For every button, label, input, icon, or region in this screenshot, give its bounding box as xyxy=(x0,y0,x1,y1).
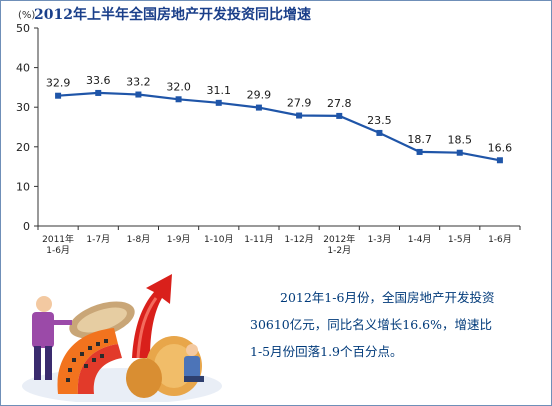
x-tick-label: 1-7月 xyxy=(86,234,110,245)
series-line-path xyxy=(58,91,501,162)
x-tick-label: 1-11月 xyxy=(244,234,273,245)
line-chart: 0 10 20 30 40 50 2011年 1-6月 1-7月 1-8月 1-9月 1-10月 1-… xyxy=(16,10,521,256)
x-tick-label: 1-9月 xyxy=(167,234,191,245)
y-tick-label: 40 xyxy=(16,62,30,75)
data-point xyxy=(336,112,343,119)
x-tick-label: 1-10月 xyxy=(204,234,233,245)
data-point xyxy=(456,149,463,156)
data-label: 18.5 xyxy=(448,134,473,147)
property-investment-illustration xyxy=(22,274,222,402)
data-point xyxy=(135,91,142,98)
data-label: 23.5 xyxy=(367,114,392,127)
data-point xyxy=(296,112,303,119)
data-label: 16.6 xyxy=(488,141,513,154)
x-axis-ticks: 2011年 1-6月 1-7月 1-8月 1-9月 1-10月 1-11月 1-12月 2012… xyxy=(37,226,521,256)
chart-axes xyxy=(37,28,520,227)
x-tick-label: 1-5月 xyxy=(448,234,472,245)
data-label: 33.2 xyxy=(126,76,151,89)
x-tick-label: 1-3月 xyxy=(368,234,392,245)
data-label: 18.7 xyxy=(407,133,432,146)
y-axis-ticks: 0 10 20 30 40 50 xyxy=(16,22,38,233)
x-tick-label: 1-6月 xyxy=(488,234,512,245)
data-label: 33.6 xyxy=(86,74,111,87)
data-point xyxy=(175,96,182,103)
x-tick-label: 2012年 1-2月 xyxy=(323,233,355,256)
data-label: 32.0 xyxy=(166,80,191,93)
data-point xyxy=(95,89,102,96)
summary-line-3: 1-5月份回落1.9个百分点。 xyxy=(250,344,403,359)
data-point xyxy=(376,129,383,136)
data-point xyxy=(496,157,503,164)
summary-line-1: 2012年1-6月份，全国房地产开发投资 xyxy=(280,290,495,305)
data-label: 27.8 xyxy=(327,97,352,110)
data-label: 27.9 xyxy=(287,97,312,110)
x-tick-label: 1-8月 xyxy=(127,234,151,245)
x-tick-label: 1-4月 xyxy=(408,234,432,245)
x-tick-label: 1-12月 xyxy=(284,234,313,245)
chart-title: 2012年上半年全国房地产开发投资同比增速 xyxy=(34,7,311,23)
y-tick-label: 10 xyxy=(16,180,30,193)
y-axis-label: (%) xyxy=(18,10,35,21)
y-tick-label: 30 xyxy=(16,101,30,114)
summary-line-2: 30610亿元，同比名义增长16.6%，增速比 xyxy=(250,317,492,332)
data-label: 29.9 xyxy=(247,89,272,102)
series-line xyxy=(58,91,501,162)
data-point xyxy=(215,99,222,106)
series-points xyxy=(55,89,503,164)
data-labels: 32.9 33.6 33.2 32.0 31.1 29.9 27.9 27.8 23.5 18.7… xyxy=(46,74,512,154)
y-tick-label: 20 xyxy=(16,141,30,154)
summary-text: 2012年1-6月份，全国房地产开发投资 30610亿元，同比名义增长16.6%… xyxy=(250,284,542,365)
data-label: 31.1 xyxy=(207,84,232,97)
data-label: 32.9 xyxy=(46,77,71,90)
data-point xyxy=(416,148,423,155)
data-point xyxy=(55,92,62,99)
x-tick-label: 2011年 1-6月 xyxy=(42,233,74,256)
y-tick-label: 50 xyxy=(16,22,30,35)
y-tick-label: 0 xyxy=(23,220,30,233)
data-point xyxy=(255,104,262,111)
